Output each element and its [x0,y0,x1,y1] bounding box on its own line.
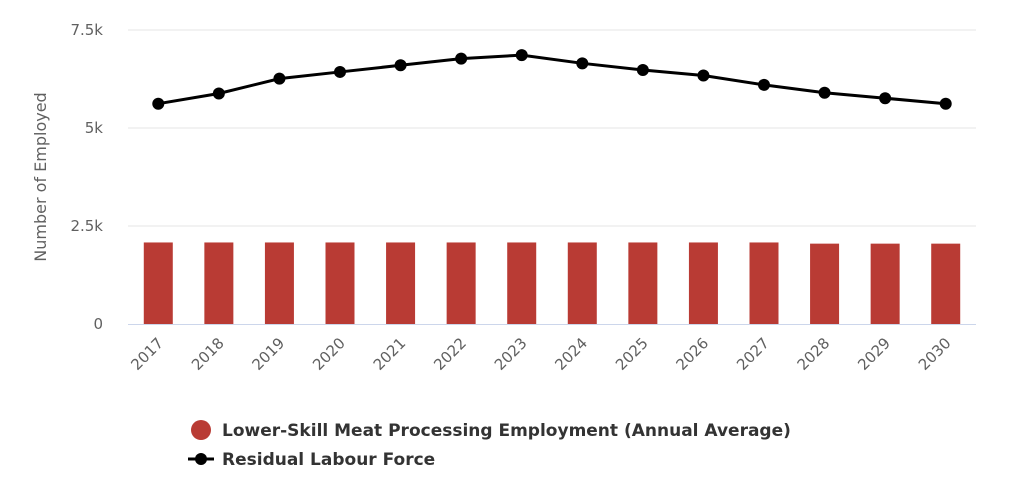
bar[interactable] [386,242,416,324]
legend-item-line[interactable]: Residual Labour Force [188,450,435,470]
series-line [158,53,946,106]
x-tick-label: 2029 [854,334,894,374]
x-tick-label: 2024 [551,334,591,374]
bar[interactable] [688,242,718,324]
line-point[interactable] [334,65,346,78]
bar[interactable] [931,243,961,324]
bar[interactable] [264,242,294,324]
x-tick-label: 2021 [370,334,410,374]
x-tick-label: 2022 [430,334,470,374]
y-axis-title: Number of Employed [31,92,50,261]
legend-label-bars: Lower-Skill Meat Processing Employment (… [222,421,791,441]
bar-series [143,242,961,324]
line-point[interactable] [818,86,831,99]
bar[interactable] [810,243,840,324]
grid-lines [128,29,976,227]
line-point[interactable] [939,97,952,110]
line-point[interactable] [152,97,165,110]
line-point[interactable] [394,59,407,72]
x-tick-label: 2020 [309,334,349,374]
bar[interactable] [567,242,597,324]
bar[interactable] [870,243,900,324]
line-point[interactable] [212,87,225,100]
x-tick-label: 2023 [491,334,531,374]
bar[interactable] [749,242,779,324]
x-tick-label: 2025 [612,334,652,374]
bar[interactable] [204,242,234,324]
bar[interactable] [628,242,658,324]
bar[interactable] [325,242,355,324]
bar[interactable] [446,242,476,324]
y-tick-label: 0 [93,315,103,333]
legend-item-bars[interactable]: Lower-Skill Meat Processing Employment (… [191,420,791,441]
x-tick-label: 2027 [733,334,773,374]
legend-marker-line [195,453,207,465]
line-point[interactable] [636,63,649,76]
y-tick-label: 7.5k [70,21,103,39]
y-tick-label: 2.5k [70,217,103,235]
legend-label-line: Residual Labour Force [222,450,435,470]
line-point[interactable] [273,72,286,85]
x-axis-ticks: 2017 2018 2019 2020 2021 2022 2023 2024 2025 2026… [127,334,954,374]
legend-marker-bars [191,420,211,440]
x-tick-label: 2026 [673,334,713,374]
x-tick-label: 2028 [794,334,834,374]
x-tick-label: 2030 [915,334,955,374]
line-point[interactable] [697,69,710,82]
line-point[interactable] [758,78,770,91]
x-tick-label: 2019 [249,334,289,374]
line-point[interactable] [879,92,892,105]
legend: Lower-Skill Meat Processing Employment (… [188,420,791,470]
bar[interactable] [143,242,173,324]
x-tick-label: 2018 [188,334,228,374]
y-tick-label: 5k [85,119,104,137]
line-point[interactable] [455,52,468,65]
line-point[interactable] [576,57,589,70]
x-tick-label: 2017 [127,334,167,374]
line-series [152,49,952,110]
bar[interactable] [507,242,537,324]
line-point[interactable] [515,49,528,62]
y-axis-ticks: 0 2.5k 5k 7.5k [70,21,103,333]
